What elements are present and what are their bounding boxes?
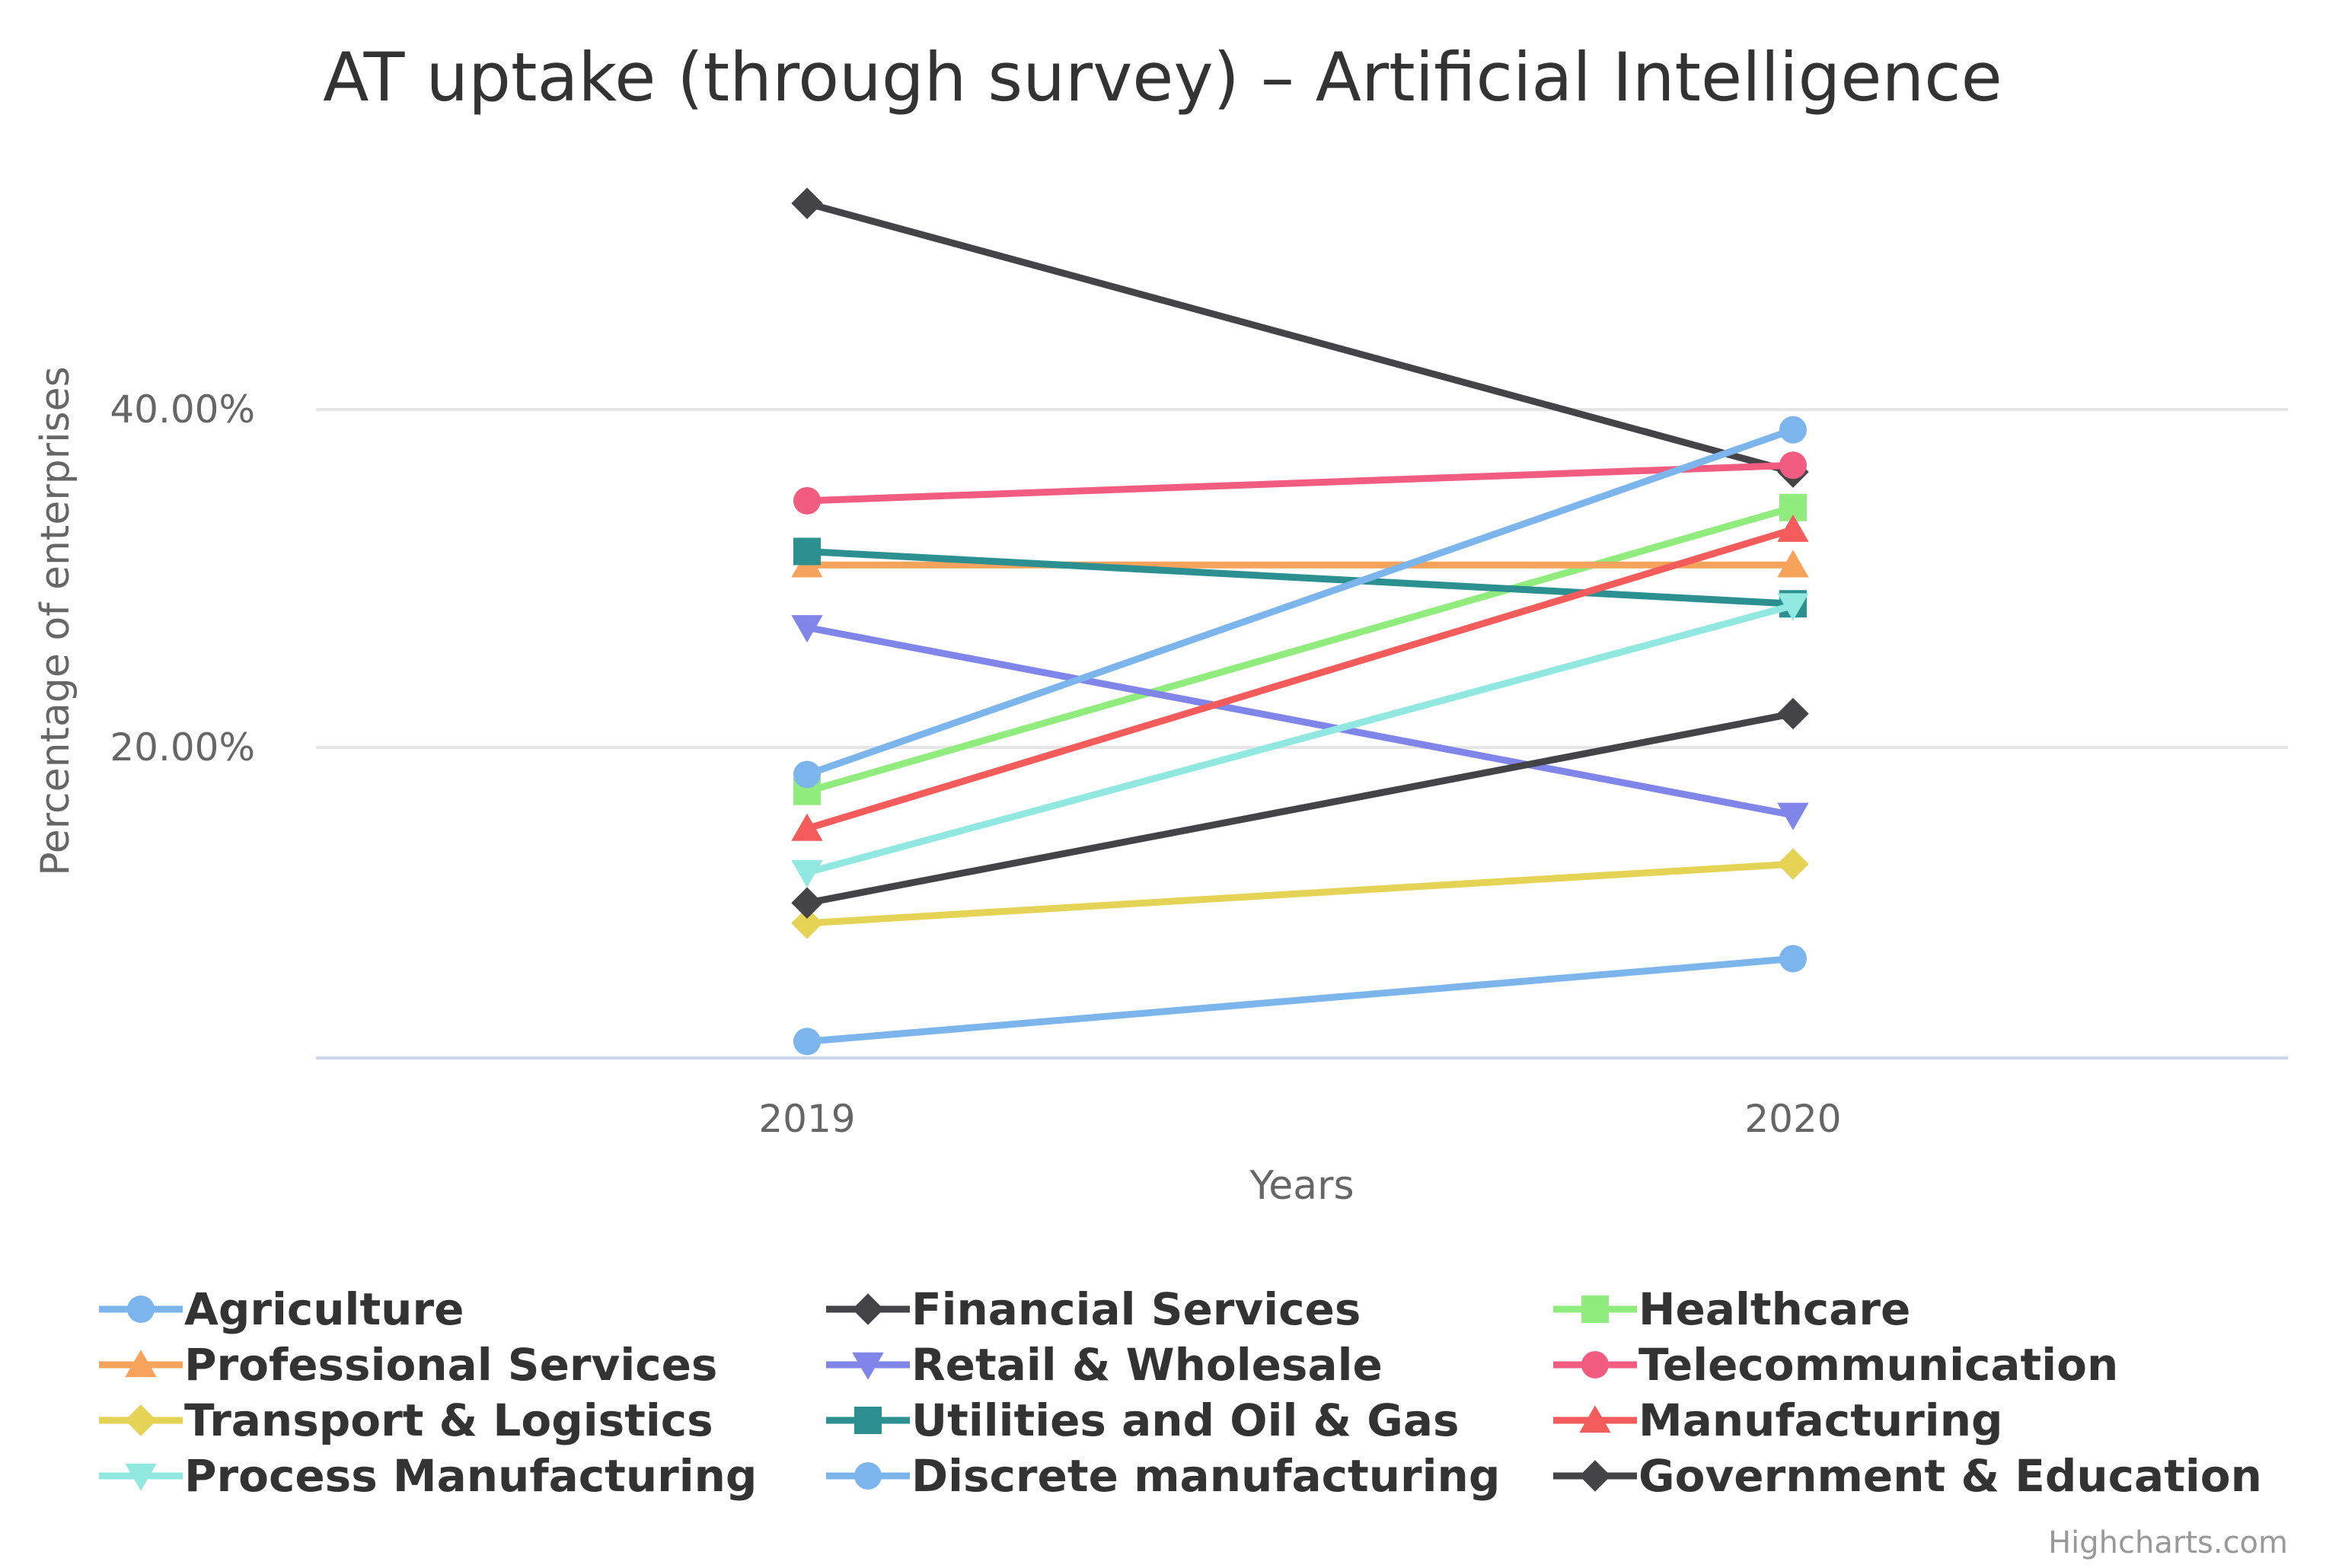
series-line — [803, 602, 1797, 876]
y-axis-ticks: 20.00% 40.00% — [110, 387, 255, 770]
series-line — [803, 426, 1797, 779]
y-tick-label: 40.00% — [110, 387, 255, 432]
legend-label: Manufacturing — [1638, 1394, 2003, 1446]
series-retail-wholesale — [791, 615, 1809, 830]
series-line — [803, 860, 1797, 927]
legend-marker-icon — [125, 1404, 157, 1436]
legend-marker-icon — [1579, 1405, 1611, 1433]
data-point-2019 — [793, 537, 821, 566]
data-point-2020 — [1777, 514, 1809, 542]
legend-label: Telecommunication — [1638, 1339, 2118, 1391]
series-group — [791, 187, 1809, 1056]
legend-item[interactable]: Healthcare — [1553, 1283, 1910, 1335]
legend-marker-icon — [125, 1463, 157, 1491]
legend-marker-icon — [854, 1462, 882, 1490]
series-telecommunication — [793, 451, 1807, 515]
data-point-2020 — [1777, 848, 1809, 880]
legend-marker-icon — [852, 1352, 884, 1380]
credits-link[interactable]: Highcharts.com — [2048, 1525, 2288, 1560]
x-axis-ticks: 2019 2020 — [758, 1097, 1841, 1141]
legend-marker-icon — [1581, 1296, 1609, 1323]
legend-item[interactable]: Transport & Logistics — [99, 1394, 713, 1446]
legend-marker-icon — [1581, 1351, 1609, 1378]
legend-marker-icon — [127, 1296, 155, 1323]
series-line — [803, 955, 1797, 1045]
legend-item[interactable]: Manufacturing — [1553, 1394, 2003, 1446]
data-point-2019 — [791, 187, 823, 219]
series-line — [803, 461, 1797, 505]
data-point-2019 — [793, 760, 821, 789]
series-process-manufacturing — [791, 593, 1809, 888]
legend-item[interactable]: Telecommunication — [1553, 1339, 2118, 1391]
data-point-2019 — [793, 486, 821, 515]
y-axis-title: Percentage of enterprises — [33, 366, 78, 875]
legend-label: Professional Services — [184, 1339, 717, 1391]
data-point-2020 — [1779, 945, 1807, 973]
data-point-2020 — [1777, 802, 1809, 830]
legend-item[interactable]: Discrete manufacturing — [826, 1450, 1500, 1502]
legend-item[interactable]: Retail & Wholesale — [826, 1339, 1383, 1391]
legend-label: Utilities and Oil & Gas — [911, 1394, 1460, 1446]
legend-label: Retail & Wholesale — [911, 1339, 1383, 1391]
data-point-2019 — [791, 907, 823, 939]
data-point-2020 — [1777, 593, 1809, 621]
legend-marker-icon — [852, 1293, 884, 1325]
legend[interactable]: Agriculture Financial Services Healthcare P… — [99, 1283, 2262, 1502]
legend-label: Transport & Logistics — [184, 1394, 713, 1446]
data-point-2019 — [793, 1028, 821, 1056]
data-point-2019 — [791, 860, 823, 888]
legend-label: Discrete manufacturing — [911, 1450, 1500, 1502]
data-point-2019 — [791, 615, 823, 643]
legend-item[interactable]: Financial Services — [826, 1283, 1361, 1335]
legend-marker-icon — [854, 1407, 882, 1434]
series-discrete-manufacturing — [793, 416, 1807, 789]
data-point-2019 — [791, 887, 823, 919]
series-line — [803, 623, 1797, 819]
series-line — [803, 547, 1797, 607]
data-point-2020 — [1779, 416, 1807, 444]
series-line — [803, 526, 1797, 833]
legend-item[interactable]: Utilities and Oil & Gas — [826, 1394, 1460, 1446]
data-point-2020 — [1779, 451, 1807, 480]
series-transport-logistics — [791, 848, 1809, 939]
series-line — [803, 199, 1797, 476]
data-point-2020 — [1777, 697, 1809, 730]
legend-item[interactable]: Process Manufacturing — [99, 1450, 757, 1502]
legend-label: Healthcare — [1638, 1283, 1910, 1335]
legend-item[interactable]: Agriculture — [99, 1283, 464, 1335]
chart-title: AT uptake (through survey) – Artificial … — [323, 38, 2002, 116]
data-point-2020 — [1777, 550, 1809, 578]
series-line — [803, 710, 1797, 907]
series-manufacturing — [791, 514, 1809, 841]
legend-label: Government & Education — [1638, 1450, 2262, 1502]
legend-label: Agriculture — [184, 1283, 464, 1335]
series-line — [803, 504, 1797, 795]
legend-label: Process Manufacturing — [184, 1450, 757, 1502]
grid — [316, 408, 2288, 749]
data-point-2019 — [791, 813, 823, 841]
legend-item[interactable]: Government & Education — [1553, 1450, 2262, 1502]
legend-marker-icon — [1579, 1460, 1611, 1492]
series-government-education — [791, 697, 1809, 919]
legend-marker-icon — [125, 1350, 157, 1378]
legend-label: Financial Services — [911, 1283, 1361, 1335]
x-tick-label-2019: 2019 — [758, 1097, 855, 1141]
x-tick-label-2020: 2020 — [1744, 1097, 1841, 1141]
series-agriculture — [793, 945, 1807, 1056]
y-tick-label: 20.00% — [110, 725, 255, 770]
legend-item[interactable]: Professional Services — [99, 1339, 717, 1391]
x-axis-title: Years — [1249, 1163, 1354, 1209]
